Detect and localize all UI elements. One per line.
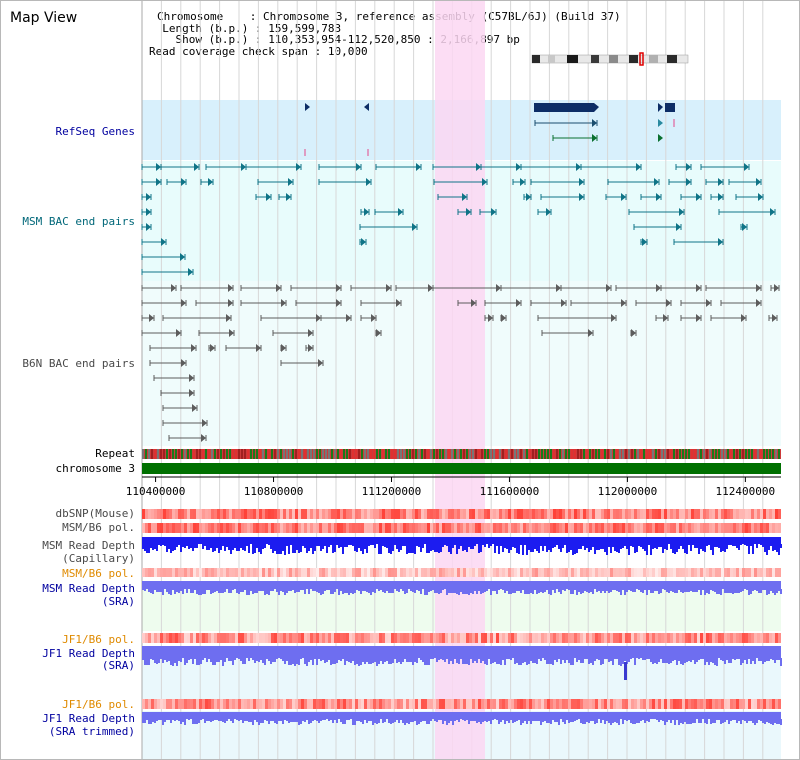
axis-tick-label: 111200000 [362,485,422,498]
jf1-depth-sra-label-1: JF1 Read Depth [42,647,135,660]
jf1-depth-trim-label-1: JF1 Read Depth [42,712,135,725]
msm-pol-2-label: MSM/B6 pol. [62,567,135,580]
refseq-genes-label: RefSeq Genes [56,125,135,138]
chromosome-label: chromosome 3 [56,462,135,475]
msm-depth-cap-label-1: MSM Read Depth [42,539,135,552]
track-labels: RefSeq Genes MSM BAC end pairs B6N BAC e… [22,125,135,738]
page-title: Map View [10,10,78,26]
msm-depth-sra-label-2: (SRA) [102,595,135,608]
msm-bac-track[interactable] [141,163,776,276]
gene-block[interactable] [665,103,675,112]
refseq-genes-track[interactable] [304,103,675,156]
chromosome-ideogram-icon[interactable] [531,52,689,66]
region-info: Chromosome : Chromosome 3, reference ass… [149,10,621,58]
gene-marker[interactable] [364,103,369,111]
length-label: Length (b.p.) [162,21,249,35]
repeat-label: Repeat [95,447,135,460]
axis-tick-label: 112400000 [716,485,776,498]
gene-block[interactable] [534,103,594,112]
axis-tick-label: 110400000 [126,485,186,498]
chromosome-label: Chromosome [157,10,224,23]
axis-tick-label: 110800000 [244,485,304,498]
show-label: Show (b.p.) [175,33,249,46]
msm-pol-1-label: MSM/B6 pol. [62,521,135,534]
jf1-depth-sra-label-2: (SRA) [102,659,135,672]
dbsnp-label: dbSNP(Mouse) [56,507,135,520]
gene-marker[interactable] [305,103,310,111]
coverage-value: 10,000 [327,44,368,58]
length-value: 159,599,783 [268,21,342,35]
repeat-track[interactable] [142,449,781,459]
chromosome-bar[interactable] [142,463,781,474]
b6n-bac-label: B6N BAC end pairs [22,357,135,370]
msm-bac-label: MSM BAC end pairs [22,215,135,228]
position-axis: 110400000 110800000 111200000 111600000 1120… [126,476,781,498]
jf1-depth-trim-label-2: (SRA trimmed) [49,725,135,738]
variant-tracks[interactable] [142,509,782,725]
jf1-pol-2-label: JF1/B6 pol. [62,698,135,711]
axis-tick-label: 111600000 [480,485,540,498]
b6n-bac-track[interactable] [141,284,780,442]
axis-tick-label: 112000000 [598,485,658,498]
selected-region-highlight[interactable] [435,1,485,759]
msm-depth-cap-label-2: (Capillary) [62,552,135,565]
msm-depth-sra-label-1: MSM Read Depth [42,582,135,595]
jf1-pol-1-label: JF1/B6 pol. [62,633,135,646]
